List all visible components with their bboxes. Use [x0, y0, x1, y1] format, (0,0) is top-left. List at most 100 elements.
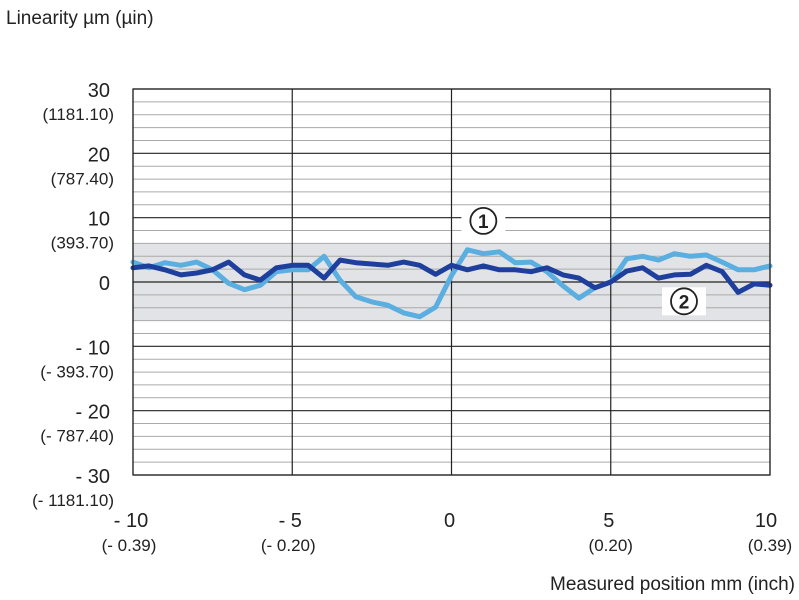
data-point	[450, 263, 453, 267]
data-point	[688, 272, 692, 276]
x-tick-sublabel: (0.20)	[589, 536, 633, 555]
data-point	[720, 270, 724, 274]
data-point	[641, 266, 645, 270]
data-point	[577, 276, 581, 280]
data-point	[481, 264, 485, 268]
series-label-circle	[469, 206, 498, 235]
data-point	[338, 258, 342, 262]
x-tick-label: - 5	[279, 510, 302, 532]
data-point	[258, 283, 262, 287]
data-point	[338, 278, 342, 282]
plot-border	[132, 88, 771, 476]
data-point	[513, 268, 517, 272]
data-point	[497, 250, 501, 254]
y-tick-label: 10	[88, 209, 110, 231]
data-point	[609, 280, 613, 284]
data-point	[370, 300, 374, 304]
data-point	[752, 282, 756, 286]
data-point	[736, 290, 740, 294]
data-point	[625, 257, 629, 261]
data-point	[752, 268, 756, 272]
y-tick-sublabel: (- 787.40)	[40, 427, 114, 446]
data-point	[561, 273, 565, 277]
data-point	[593, 286, 597, 290]
data-point	[274, 266, 278, 270]
data-point	[513, 261, 517, 265]
data-point	[561, 284, 565, 288]
x-tick-label: 10	[755, 510, 777, 532]
data-point	[179, 273, 183, 277]
data-point	[195, 271, 199, 275]
data-point	[242, 288, 246, 292]
data-point	[434, 305, 438, 309]
data-point	[179, 263, 183, 267]
data-point	[545, 270, 549, 274]
y-tick-label: 0	[99, 273, 110, 295]
data-point	[386, 303, 390, 307]
y-tick-sublabel: (- 393.70)	[40, 362, 114, 381]
data-point	[657, 258, 661, 262]
series-label-bg	[662, 287, 707, 316]
x-tick-sublabel: (- 0.20)	[261, 536, 316, 555]
data-point	[657, 276, 661, 280]
x-tick-label: 5	[603, 510, 614, 532]
y-tick-label: - 20	[76, 402, 110, 424]
data-point	[672, 273, 676, 277]
data-point	[147, 264, 151, 268]
y-tick-label: 30	[88, 80, 110, 102]
y-tick-sublabel: (393.70)	[51, 234, 114, 253]
data-point	[163, 261, 167, 265]
y-tick-label: - 10	[76, 337, 110, 359]
x-axis-label: Measured position mm (inch)	[550, 574, 795, 595]
series-label-circle	[670, 287, 698, 316]
data-point	[242, 273, 246, 277]
data-point	[354, 261, 358, 265]
x-tick-sublabel: (- 0.39)	[102, 536, 157, 555]
data-point	[227, 281, 231, 285]
series-label-bg	[461, 206, 506, 235]
data-point	[434, 272, 438, 276]
data-point	[450, 274, 453, 278]
data-point	[704, 253, 708, 257]
data-point	[545, 266, 549, 270]
data-point	[418, 315, 422, 319]
data-point	[195, 260, 199, 264]
data-point	[529, 260, 533, 264]
data-point	[370, 262, 374, 266]
data-point	[306, 263, 310, 267]
data-point	[163, 268, 167, 272]
data-point	[322, 276, 326, 280]
data-point	[672, 252, 676, 256]
data-point	[529, 270, 533, 274]
data-point	[258, 278, 262, 282]
data-point	[465, 248, 469, 252]
series-label: 2	[679, 292, 690, 313]
plot-area: 30 (1181.10) 20 (787.40) 10 (393.70) 0 - 10 (- 3…	[32, 80, 792, 555]
data-point	[322, 254, 326, 258]
y-tick-sublabel: (1181.10)	[42, 105, 114, 124]
data-point	[736, 268, 740, 272]
data-point	[688, 254, 692, 258]
data-point	[704, 263, 708, 267]
data-point	[290, 268, 294, 272]
data-point	[354, 295, 358, 299]
data-point	[402, 260, 406, 264]
data-point	[720, 260, 724, 264]
data-point	[577, 296, 581, 300]
y-tick-sublabel: (- 1181.10)	[32, 491, 114, 510]
x-tick-label: - 10	[114, 510, 148, 532]
data-point	[641, 254, 645, 258]
series-label: 1	[478, 212, 489, 233]
data-point	[211, 268, 215, 272]
y-tick-label: 20	[88, 144, 110, 166]
data-point	[481, 252, 485, 256]
y-tick-label: - 30	[76, 466, 110, 488]
y-axis-label: Linearity µm (µin)	[6, 8, 154, 29]
data-point	[497, 268, 501, 272]
data-point	[227, 260, 231, 264]
data-point	[290, 263, 294, 267]
data-point	[625, 269, 629, 273]
data-point	[418, 263, 422, 267]
y-tick-sublabel: (787.40)	[51, 169, 114, 188]
